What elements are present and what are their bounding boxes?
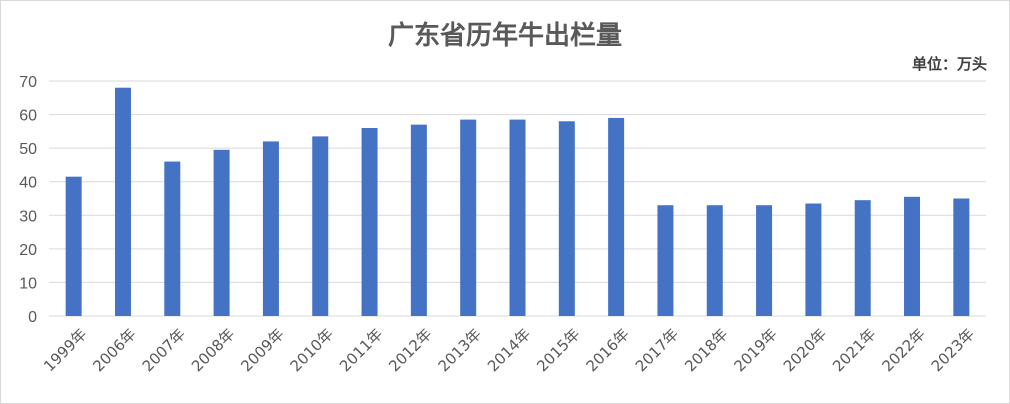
- bar: [854, 200, 871, 316]
- bar: [410, 124, 427, 317]
- x-tick-label: 2014年: [484, 325, 534, 375]
- x-tick-label: 2010年: [287, 325, 337, 375]
- bar: [312, 136, 329, 316]
- unit-label: 单位：万头: [911, 55, 987, 73]
- x-tick-label: 2018年: [681, 325, 731, 375]
- x-tick-label: 2007年: [139, 325, 189, 375]
- x-tick-label: 2021年: [829, 325, 879, 375]
- y-tick-label: 30: [19, 208, 37, 225]
- x-tick-label: 2022年: [878, 325, 928, 375]
- y-tick-label: 70: [19, 74, 37, 91]
- y-tick-label: 50: [19, 141, 37, 158]
- bar: [706, 205, 723, 316]
- bar: [608, 117, 625, 316]
- bar: [262, 141, 279, 316]
- x-tick-label: 2008年: [188, 325, 238, 375]
- x-tick-label: 2006年: [89, 325, 139, 375]
- y-tick-label: 10: [19, 275, 37, 292]
- x-tick-label: 2009年: [237, 325, 287, 375]
- x-tick-label: 1999年: [40, 325, 90, 375]
- y-axis-ticks: 0 10 20 30 40 50 60 70: [19, 74, 37, 326]
- bar: [164, 161, 181, 316]
- y-tick-label: 0: [28, 309, 37, 326]
- bar: [114, 87, 131, 316]
- x-tick-label: 2011年: [336, 325, 386, 375]
- x-tick-label: 2013年: [435, 325, 485, 375]
- bar: [361, 128, 378, 316]
- x-tick-label: 2015年: [533, 325, 583, 375]
- x-tick-label: 2017年: [632, 325, 682, 375]
- bar: [904, 196, 921, 316]
- y-tick-label: 60: [19, 108, 37, 125]
- chart-title: 广东省历年牛出栏量: [387, 21, 622, 51]
- bars: [65, 87, 970, 317]
- x-tick-label: 2023年: [928, 325, 978, 375]
- x-tick-label: 2019年: [730, 325, 780, 375]
- bar: [65, 176, 82, 316]
- bar: [213, 149, 230, 316]
- bar: [460, 119, 477, 316]
- y-tick-label: 40: [19, 175, 37, 192]
- x-axis-ticks: 1999年2006年2007年2008年2009年2010年2011年2012年…: [40, 325, 978, 375]
- bar: [953, 198, 970, 316]
- bar: [509, 119, 526, 316]
- y-tick-label: 20: [19, 242, 37, 259]
- x-tick-label: 2020年: [780, 325, 830, 375]
- bar: [657, 205, 674, 316]
- bar: [805, 203, 822, 316]
- bar: [756, 205, 773, 316]
- x-tick-label: 2016年: [583, 325, 633, 375]
- x-tick-label: 2012年: [385, 325, 435, 375]
- bar: [558, 121, 575, 317]
